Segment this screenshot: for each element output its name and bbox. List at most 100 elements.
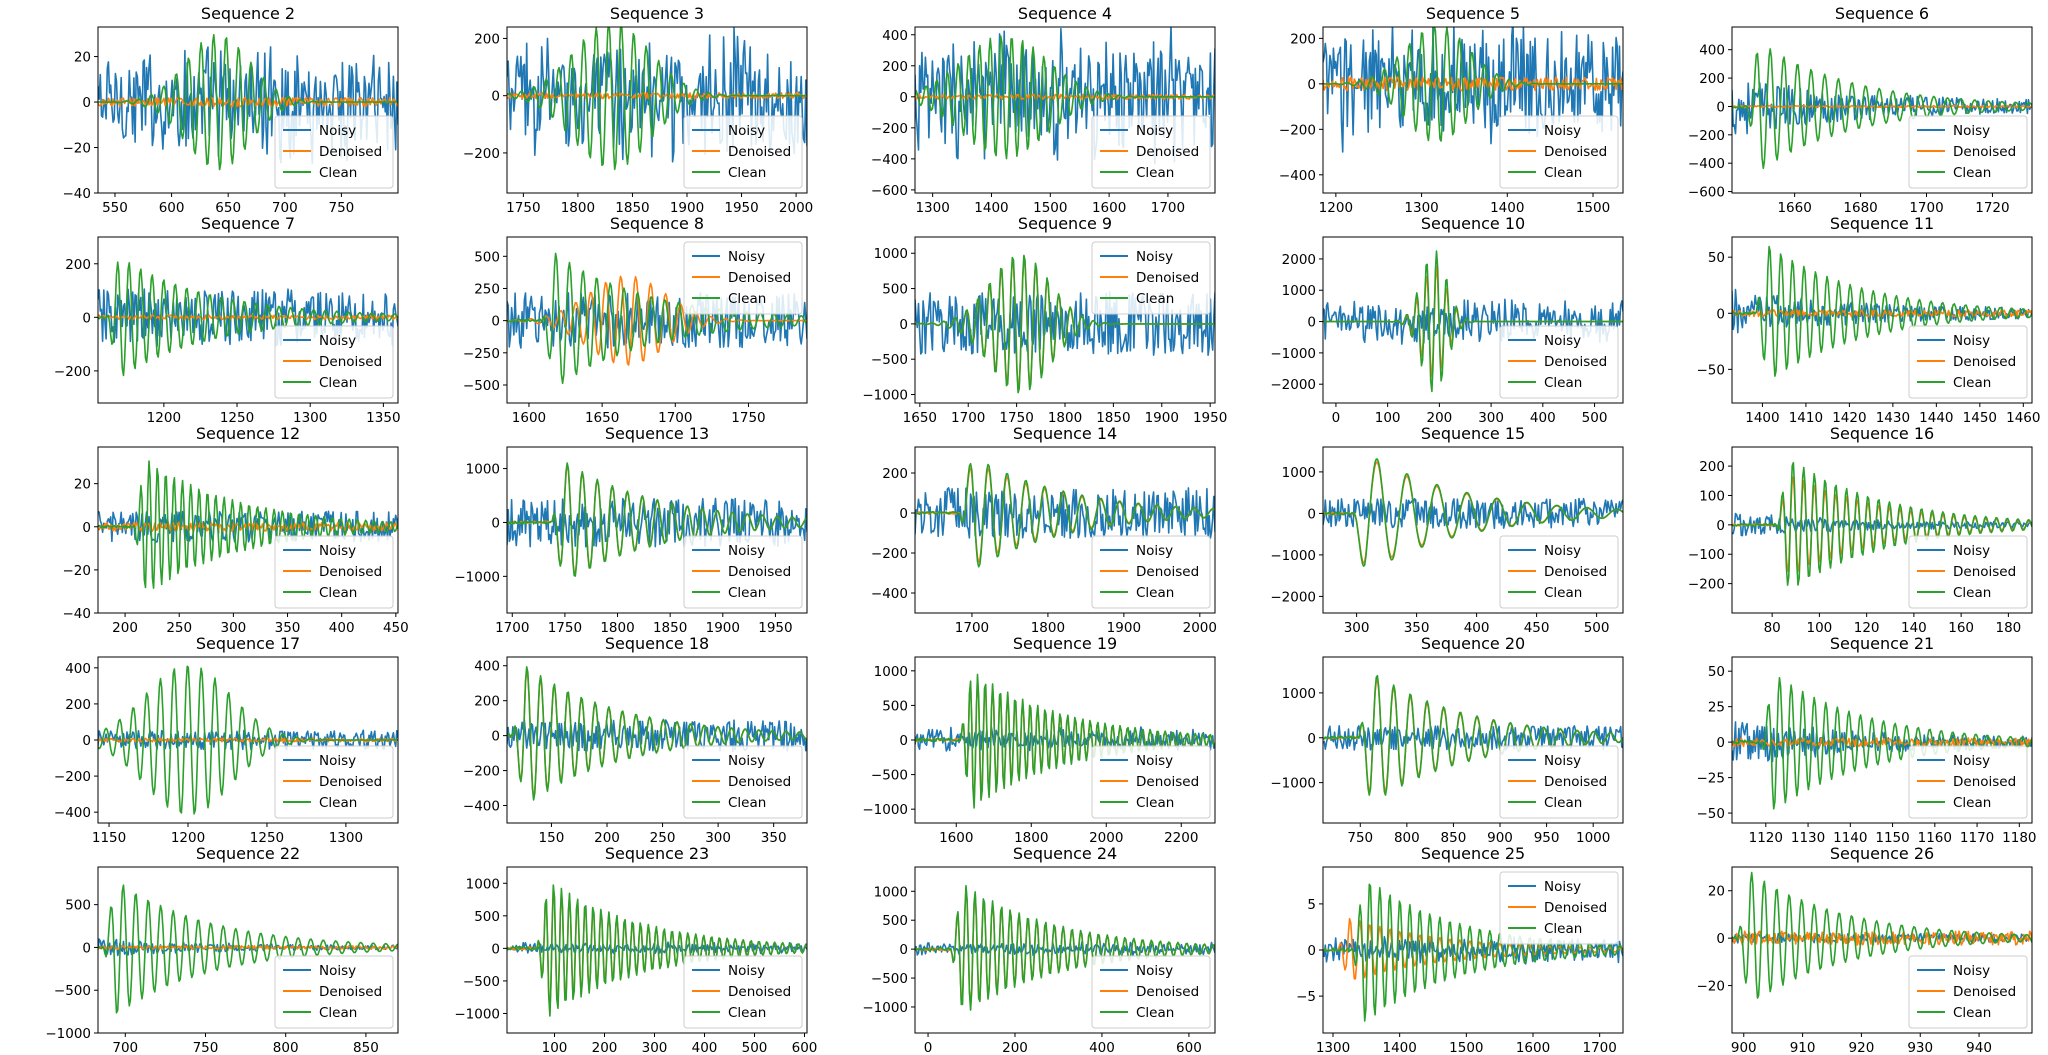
x-tick-label: 350 [275,620,301,636]
y-tick-label: 400 [65,661,91,677]
legend-label: Noisy [319,333,356,349]
subplot-title: Sequence 15 [1421,424,1525,443]
legend-label: Denoised [728,984,791,1000]
legend-label: Denoised [1136,564,1199,580]
x-tick-label: 2000 [1089,830,1123,846]
y-tick-label: 250 [474,281,500,297]
y-tick-label: −1000 [45,1026,91,1042]
legend: Noisy Denoised Clean [1908,535,2028,609]
y-tick-label: −500 [54,983,91,999]
y-tick-label: 25 [1708,700,1725,716]
legend-box [274,115,394,189]
x-tick-label: 600 [1176,1040,1202,1055]
series-line-denoised [507,92,807,100]
x-tick-label: 750 [329,200,355,216]
legend-label: Clean [728,795,766,811]
x-tick-label: 120 [1854,620,1880,636]
legend-label: Denoised [1953,774,2016,790]
x-tick-label: 1750 [548,620,582,636]
y-tick-label: −5 [1296,989,1316,1005]
subplot: Sequence 9 1650 1700 1750 1800 1850 1900 1950 −1… [862,214,1227,426]
axes-frame [97,446,399,614]
legend-label: Denoised [728,144,791,160]
y-tick-label: −500 [463,378,500,394]
axes-frame [1731,446,2033,614]
series-line-denoised [1732,930,2032,946]
series-line-clean [1323,458,1623,567]
legend-label: Clean [728,291,766,307]
axes-frame [1322,656,1624,824]
subplot-title: Sequence 6 [1835,4,1929,23]
series-line-noisy [1323,27,1623,153]
y-tick-label: −50 [1697,362,1726,378]
x-tick-label: 900 [1731,1040,1757,1055]
x-tick-label: 0 [924,1040,933,1055]
y-tick-label: 1000 [874,884,908,900]
legend: Noisy Denoised Clean [1908,325,2028,399]
legend-label: Clean [1544,375,1582,391]
y-tick-label: 400 [1699,43,1725,59]
y-tick-label: −400 [871,152,908,168]
legend-box [274,325,394,399]
x-tick-label: 1250 [250,830,284,846]
subplot-title: Sequence 24 [1013,844,1117,863]
x-tick-label: 1700 [951,410,985,426]
series-line-clean [507,252,807,385]
x-tick-label: 1800 [600,620,634,636]
x-tick-label: 910 [1790,1040,1816,1055]
y-tick-label: −200 [54,769,91,785]
axes-frame [506,446,808,614]
legend-box [1499,535,1619,609]
subplot-title: Sequence 17 [196,634,300,653]
x-tick-label: 1850 [1096,410,1130,426]
axes-frame [97,236,399,404]
subplot: Sequence 22 700 750 800 850 −1000 −500 0 500 Nois… [45,844,399,1055]
series-line-clean [507,884,807,1017]
legend-label: Denoised [1136,270,1199,286]
x-tick-label: 850 [1441,830,1467,846]
subplot: Sequence 8 1600 1650 1700 1750 −500 −250 0 250 50… [463,214,808,426]
legend-box [1091,955,1211,1029]
legend-label: Denoised [1544,774,1607,790]
legend-box [1091,241,1211,315]
y-tick-label: −20 [63,563,92,579]
x-tick-label: 1000 [1576,830,1610,846]
x-tick-label: 1900 [1145,410,1179,426]
x-tick-label: 800 [1394,830,1420,846]
series-line-clean [98,884,398,1014]
legend-label: Denoised [319,564,382,580]
subplot-title: Sequence 16 [1830,424,1934,443]
legend-label: Noisy [728,249,765,265]
y-tick-label: −500 [871,768,908,784]
subplot-title: Sequence 9 [1018,214,1112,233]
legend-label: Denoised [728,270,791,286]
legend-box [1908,535,2028,609]
y-tick-label: 400 [474,659,500,675]
y-tick-label: 400 [882,28,908,44]
series-line-noisy [915,291,1215,356]
series-line-clean [1732,48,2032,170]
x-tick-label: 400 [692,1040,718,1055]
y-tick-label: −1000 [454,1006,500,1022]
y-tick-label: −20 [1697,979,1726,995]
legend-label: Noisy [1136,543,1173,559]
x-tick-label: 1130 [1791,830,1825,846]
x-tick-label: 1500 [1576,200,1610,216]
axes-frame [506,26,808,194]
legend-label: Noisy [728,543,765,559]
x-tick-label: 1700 [1582,1040,1616,1055]
y-tick-label: 0 [899,942,908,958]
x-tick-label: 350 [1404,620,1430,636]
legend-label: Clean [319,1005,357,1021]
x-tick-label: 1700 [658,410,692,426]
legend-label: Clean [319,165,357,181]
legend-label: Denoised [319,354,382,370]
series-line-clean [507,462,807,577]
y-tick-label: 200 [1290,31,1316,47]
y-tick-label: 20 [74,477,91,493]
legend: Noisy Denoised Clean [274,535,394,609]
x-tick-label: 1600 [1516,1040,1550,1055]
subplot: Sequence 4 1300 1400 1500 1600 1700 −600 −400 −2… [871,4,1216,216]
y-tick-label: −2000 [1270,589,1316,605]
